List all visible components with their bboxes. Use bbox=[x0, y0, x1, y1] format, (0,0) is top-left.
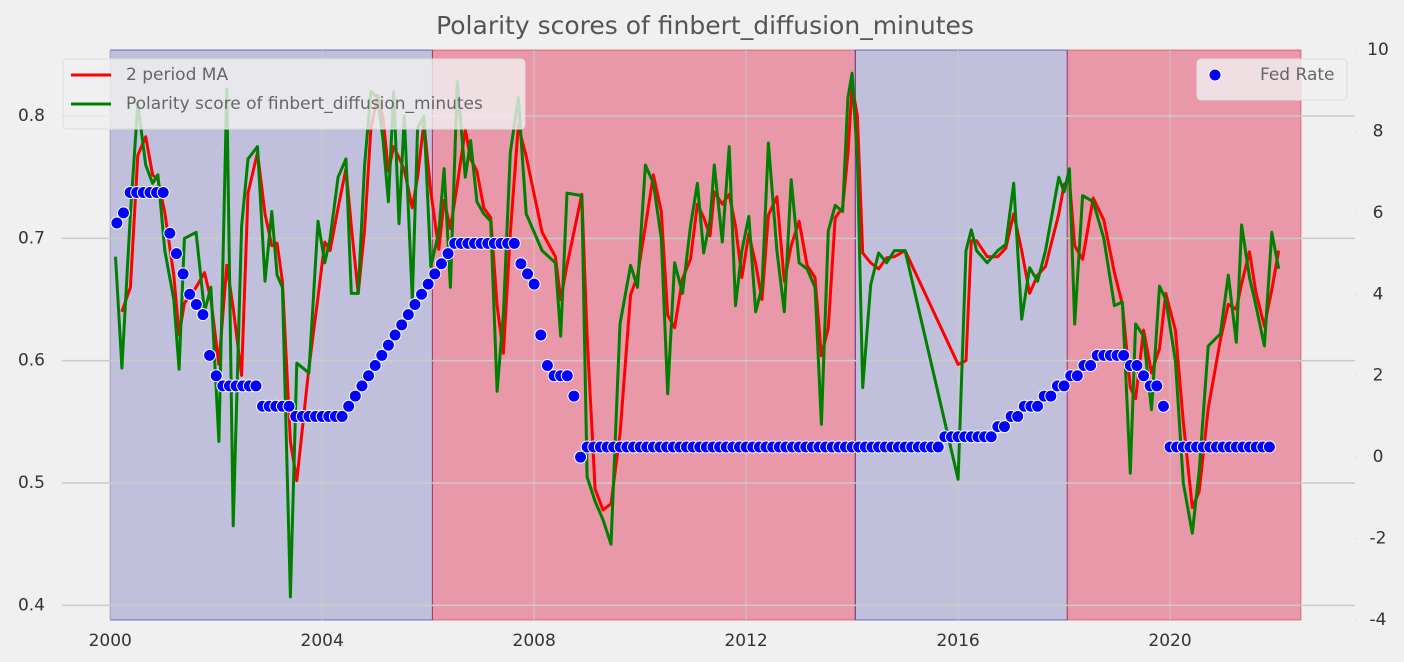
point bbox=[1057, 379, 1071, 393]
legend-label: Fed Rate bbox=[1260, 65, 1334, 85]
legend-box bbox=[1196, 58, 1348, 101]
point bbox=[163, 226, 177, 240]
point bbox=[375, 348, 389, 362]
point bbox=[381, 338, 395, 352]
legend-label: Polarity score of finbert_diffusion_minu… bbox=[126, 94, 483, 114]
point bbox=[1156, 399, 1170, 413]
point bbox=[560, 369, 574, 383]
legend-label: 2 period MA bbox=[126, 65, 228, 85]
point bbox=[507, 236, 521, 250]
point bbox=[1070, 369, 1084, 383]
x-tick-label: 2000 bbox=[89, 631, 132, 651]
y-tick-label: 0.6 bbox=[18, 351, 45, 371]
y2-tick-label: 4 bbox=[1373, 284, 1384, 304]
point bbox=[441, 247, 455, 261]
point bbox=[415, 287, 429, 301]
point bbox=[388, 328, 402, 342]
y-tick-label: 0.8 bbox=[18, 106, 45, 126]
point bbox=[401, 308, 415, 322]
point bbox=[395, 318, 409, 332]
y2-tick-label: 8 bbox=[1373, 121, 1384, 141]
point bbox=[176, 267, 190, 281]
point bbox=[116, 206, 130, 220]
point bbox=[342, 399, 356, 413]
point bbox=[348, 389, 362, 403]
point bbox=[169, 247, 183, 261]
y2-tick-label: -2 bbox=[1370, 529, 1387, 549]
point bbox=[1031, 399, 1045, 413]
point bbox=[514, 257, 528, 271]
point bbox=[1117, 348, 1131, 362]
point bbox=[335, 409, 349, 423]
y2-tick-label: 10 bbox=[1367, 40, 1389, 60]
point bbox=[355, 379, 369, 393]
legend-box bbox=[62, 58, 526, 130]
point bbox=[209, 369, 223, 383]
point bbox=[421, 277, 435, 291]
point bbox=[1137, 369, 1151, 383]
point bbox=[574, 450, 588, 464]
y2-tick-label: -4 bbox=[1370, 610, 1387, 630]
point bbox=[1084, 359, 1098, 373]
shaded-region bbox=[109, 49, 433, 621]
point bbox=[183, 287, 197, 301]
point bbox=[249, 379, 263, 393]
point bbox=[368, 359, 382, 373]
x-tick-label: 2004 bbox=[301, 631, 344, 651]
point bbox=[527, 277, 541, 291]
point bbox=[434, 257, 448, 271]
point bbox=[189, 297, 203, 311]
point bbox=[1044, 389, 1058, 403]
shaded-region bbox=[854, 49, 1068, 621]
point bbox=[567, 389, 581, 403]
line bbox=[114, 71, 1281, 599]
point bbox=[282, 399, 296, 413]
x-tick-label: 2016 bbox=[936, 631, 979, 651]
y-tick-label: 0.4 bbox=[18, 595, 45, 615]
x-tick-label: 2008 bbox=[513, 631, 556, 651]
point bbox=[156, 186, 170, 199]
point bbox=[931, 440, 945, 454]
point bbox=[1262, 440, 1276, 454]
point bbox=[540, 359, 554, 373]
legend-marker bbox=[1208, 68, 1222, 82]
y2-tick-label: 6 bbox=[1373, 203, 1384, 223]
x-tick-label: 2012 bbox=[724, 631, 767, 651]
y-tick-label: 0.7 bbox=[18, 228, 45, 248]
point bbox=[196, 308, 210, 322]
point bbox=[1011, 409, 1025, 423]
point bbox=[428, 267, 442, 281]
point bbox=[110, 216, 124, 230]
point bbox=[362, 369, 376, 383]
y2-tick-label: 2 bbox=[1373, 366, 1384, 386]
point bbox=[408, 297, 422, 311]
y-tick-label: 0.5 bbox=[18, 473, 45, 493]
y2-tick-label: 0 bbox=[1373, 447, 1384, 467]
point bbox=[1150, 379, 1164, 393]
chart-title: Polarity scores of finbert_diffusion_min… bbox=[436, 11, 974, 40]
point bbox=[984, 430, 998, 444]
point bbox=[997, 420, 1011, 434]
point bbox=[1130, 359, 1144, 373]
point bbox=[203, 348, 217, 362]
x-tick-label: 2020 bbox=[1148, 631, 1191, 651]
point bbox=[534, 328, 548, 342]
point bbox=[521, 267, 535, 281]
